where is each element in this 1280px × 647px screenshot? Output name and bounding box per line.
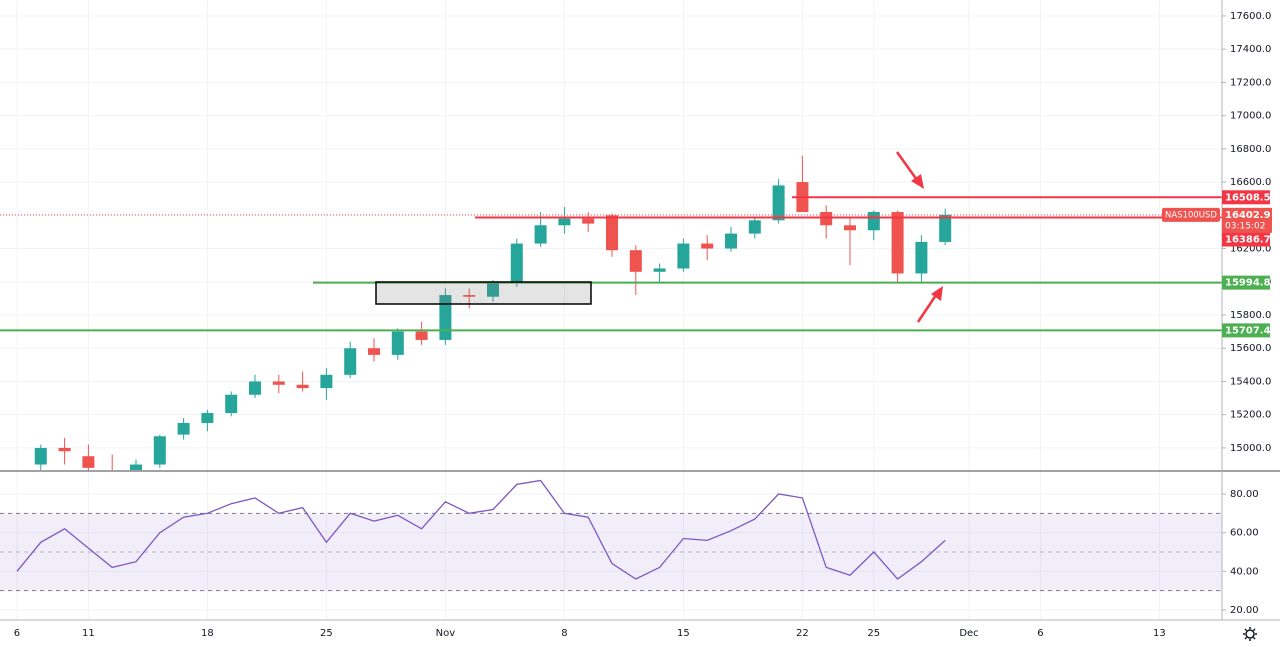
candle-body <box>844 225 857 231</box>
x-tick-label: 13 <box>1153 628 1166 639</box>
candle-body <box>486 283 499 297</box>
x-tick-label: 15 <box>677 628 690 639</box>
candle-body <box>320 374 333 389</box>
arrow-up <box>916 286 943 323</box>
candle-body <box>510 243 523 284</box>
candle-body <box>653 268 666 272</box>
candle-body <box>701 243 714 249</box>
candle-body <box>225 394 238 414</box>
candle-body <box>391 331 404 355</box>
level-label: 15994.8 <box>1225 278 1271 289</box>
candle-body <box>748 220 761 234</box>
y-tick-label: 17000.0 <box>1230 111 1271 122</box>
y-tick-label: 16200.0 <box>1230 244 1271 255</box>
y-tick-label: 40.00 <box>1230 566 1259 577</box>
candle-body <box>34 447 47 465</box>
y-tick-label: 17200.0 <box>1230 77 1271 88</box>
y-tick-label: 16800.0 <box>1230 144 1271 155</box>
candle-body <box>463 295 476 297</box>
x-tick-label: 6 <box>1037 628 1043 639</box>
x-tick-label: Dec <box>959 628 978 639</box>
rsi-line <box>16 479 946 580</box>
candle-body <box>106 473 118 478</box>
y-tick-label: 80.00 <box>1230 489 1259 500</box>
candle-body <box>129 464 142 470</box>
y-tick-label: 15000.0 <box>1230 443 1271 454</box>
candle-body <box>272 381 285 385</box>
x-tick-label: 25 <box>320 628 333 639</box>
last-price-label: 16402.9 <box>1225 210 1271 221</box>
y-tick-label: 17400.0 <box>1230 44 1271 55</box>
y-tick-label: 16600.0 <box>1230 177 1271 188</box>
last-price-box <box>1222 207 1272 233</box>
settings-icon[interactable] <box>1243 627 1257 641</box>
level-label: 16508.5 <box>1225 192 1271 203</box>
candle-body <box>177 422 190 435</box>
level-label: 15707.4 <box>1225 325 1271 336</box>
candle-body <box>439 295 452 340</box>
x-tick-label: 22 <box>796 628 809 639</box>
x-tick-label: 11 <box>82 628 95 639</box>
y-tick-label: 17600.0 <box>1230 11 1271 22</box>
candle-body <box>915 241 928 274</box>
candle-body <box>58 447 71 452</box>
x-tick-label: 8 <box>561 628 567 639</box>
candle-body <box>344 348 357 375</box>
y-tick-label: 15200.0 <box>1230 410 1271 421</box>
x-tick-label: 18 <box>201 628 214 639</box>
level-label-box <box>1222 232 1270 247</box>
symbol-label: NAS100USD <box>1165 210 1217 220</box>
candle-body <box>891 211 904 274</box>
y-tick-label: 15600.0 <box>1230 343 1271 354</box>
candle-body <box>629 250 642 272</box>
x-tick-label: 25 <box>867 628 880 639</box>
candle-body <box>558 218 571 226</box>
level-label-box <box>1222 190 1270 205</box>
candle-body <box>820 211 833 226</box>
candle-body <box>772 185 785 221</box>
level-label-box <box>1222 275 1270 290</box>
x-tick-label: Nov <box>436 628 456 639</box>
y-tick-label: 15400.0 <box>1230 376 1271 387</box>
level-label: 16386.7 <box>1225 235 1271 246</box>
candle-body <box>82 456 95 468</box>
countdown-label: 03:15:02 <box>1225 221 1265 231</box>
candle-body <box>296 384 309 389</box>
level-label-box <box>1222 323 1270 338</box>
candle-body <box>248 381 261 395</box>
candle-body <box>201 413 214 423</box>
candle-body <box>534 225 547 244</box>
y-tick-label: 15800.0 <box>1230 310 1271 321</box>
candle-body <box>153 436 166 465</box>
candle-body <box>939 214 952 242</box>
candle-body <box>677 243 690 269</box>
candle-body <box>725 233 738 249</box>
x-tick-label: 6 <box>14 628 20 639</box>
candle-body <box>582 218 595 224</box>
candle-body <box>605 215 618 251</box>
y-tick-label: 20.00 <box>1230 605 1259 616</box>
candle-body <box>415 331 428 340</box>
y-tick-label: 60.00 <box>1230 528 1259 539</box>
arrow-down <box>895 151 924 189</box>
zone-box <box>375 281 592 305</box>
candle-body <box>367 348 380 355</box>
symbol-box <box>1162 207 1220 222</box>
